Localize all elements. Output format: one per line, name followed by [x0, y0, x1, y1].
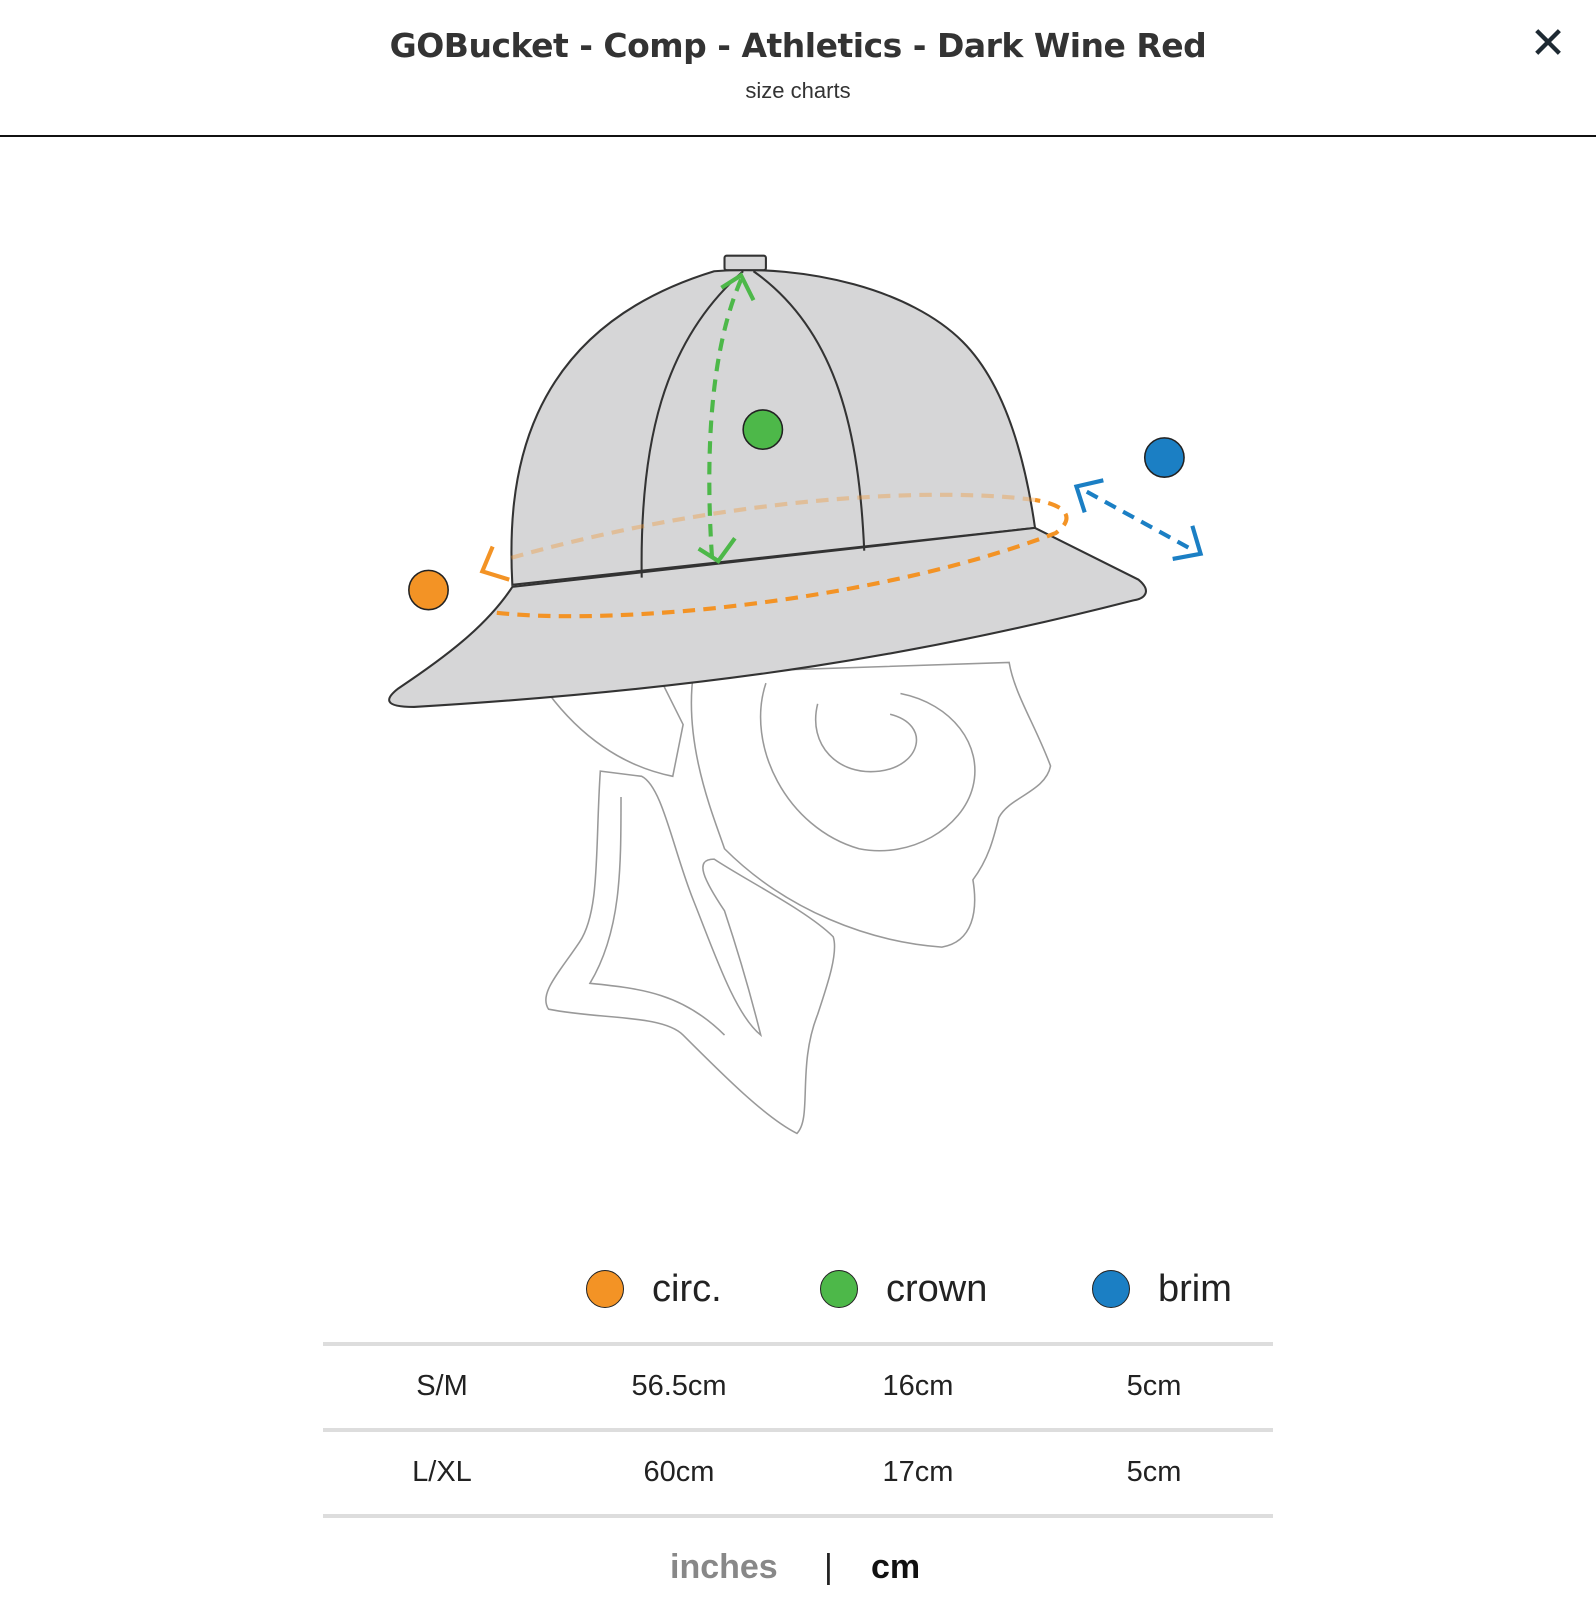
head-silhouette: [545, 661, 1052, 1135]
legend-label: brim: [1158, 1267, 1232, 1310]
close-icon[interactable]: ✕: [1529, 19, 1567, 68]
hat-button: [723, 254, 767, 272]
brim-marker-icon: [1143, 437, 1185, 478]
circ-dot-icon: [586, 1270, 624, 1308]
legend-item-crown: crown: [820, 1265, 987, 1313]
legend-label: crown: [886, 1267, 988, 1310]
circ-marker-icon: [408, 569, 449, 611]
brim-dot-icon: [1092, 1270, 1130, 1308]
table-divider: [323, 1428, 1273, 1432]
unit-inches-button[interactable]: inches: [670, 1548, 778, 1586]
crown-cell: 16cm: [882, 1370, 954, 1402]
table-divider: [323, 1342, 1273, 1346]
unit-cm-button[interactable]: cm: [871, 1548, 921, 1586]
legend-item-brim: brim: [1092, 1265, 1232, 1313]
crown-cell: 17cm: [882, 1456, 954, 1488]
legend-label: circ.: [652, 1267, 722, 1310]
crown-arrow: [697, 272, 756, 564]
legend-item-circ: circ.: [586, 1265, 722, 1313]
crown-dot-icon: [820, 1270, 858, 1308]
brim-cell: 5cm: [1126, 1370, 1182, 1402]
unit-separator: |: [824, 1548, 833, 1586]
hat-brim: [388, 526, 1147, 709]
page-title: GOBucket - Comp - Athletics - Dark Wine …: [389, 26, 1207, 65]
circ-cell: 60cm: [643, 1456, 715, 1488]
crown-marker-icon: [742, 409, 784, 451]
page-subtitle: size charts: [745, 78, 851, 103]
brim-arrow: [1073, 478, 1204, 561]
circumference-arrow: [479, 492, 1069, 619]
size-cell: L/XL: [412, 1456, 472, 1488]
circ-cell: 56.5cm: [631, 1370, 727, 1402]
hat-measurement-illustration: [388, 254, 1204, 1135]
modal-header: GOBucket - Comp - Athletics - Dark Wine …: [0, 0, 1596, 137]
hat: [388, 254, 1147, 709]
brim-cell: 5cm: [1126, 1456, 1182, 1488]
table-divider: [323, 1514, 1273, 1518]
size-cell: S/M: [416, 1370, 468, 1402]
